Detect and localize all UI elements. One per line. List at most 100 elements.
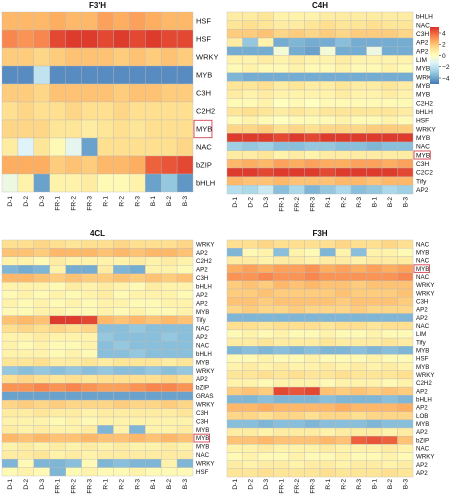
heatmap-cell — [49, 315, 66, 325]
heatmap-cell — [113, 11, 130, 31]
heatmap-cell — [350, 167, 367, 177]
heatmap-cell — [257, 46, 274, 56]
heatmap-cell — [176, 65, 194, 85]
heatmap-cell — [304, 329, 321, 339]
heatmap-cell — [319, 297, 336, 306]
heatmap-cell — [160, 324, 178, 333]
heatmap-cell — [145, 119, 162, 139]
heatmap-cell — [17, 442, 35, 451]
heatmap-cell — [304, 395, 321, 404]
heatmap-cell — [1, 11, 19, 31]
column-label: D-3 — [263, 197, 270, 208]
heatmap-cell — [33, 425, 50, 435]
column-label: FR-3 — [87, 196, 94, 211]
heatmap-cell — [113, 374, 130, 384]
heatmap-cell — [397, 239, 414, 249]
heatmap-cell — [81, 383, 98, 392]
heatmap-cell — [288, 247, 305, 257]
color-scale-bar — [430, 27, 439, 84]
heatmap-cell — [381, 411, 398, 420]
heatmap-cell — [366, 329, 383, 339]
heatmap-cell — [257, 141, 274, 151]
heatmap-cell — [319, 305, 336, 314]
heatmap-cell — [145, 332, 162, 342]
heatmap-cell — [49, 248, 66, 258]
heatmap-cell — [145, 256, 162, 266]
heatmap-cell — [160, 47, 178, 67]
heatmap-cell — [81, 374, 98, 384]
heatmap-cell — [288, 37, 305, 47]
heatmap-cell — [273, 280, 290, 290]
heatmap-cell — [113, 173, 130, 193]
heatmap-cell — [176, 366, 194, 376]
heatmap-cell — [350, 37, 367, 47]
heatmap-cell — [381, 444, 398, 453]
heatmap-cell — [129, 119, 146, 139]
heatmap-cell — [226, 386, 243, 396]
heatmap-cell — [288, 72, 305, 82]
heatmap-cell — [288, 107, 305, 117]
heatmap-cell — [226, 176, 243, 186]
heatmap-cell — [319, 411, 336, 420]
heatmap-cell — [397, 185, 414, 195]
heatmap-cell — [1, 119, 19, 139]
heatmap-cell — [226, 435, 243, 445]
heatmap-cell — [145, 408, 162, 418]
heatmap-cell — [381, 81, 398, 91]
heatmap-cell — [288, 280, 305, 290]
heatmap-cell — [381, 55, 398, 65]
heatmap-cell — [81, 248, 98, 258]
heatmap-cell — [97, 425, 114, 435]
heatmap-cell — [113, 101, 130, 121]
heatmap-cell — [129, 265, 146, 274]
heatmap-cell — [226, 107, 243, 117]
heatmap-cell — [397, 435, 414, 445]
heatmap-cell — [397, 321, 414, 331]
heatmap-cell — [273, 133, 290, 143]
row-label: NAC — [416, 241, 430, 248]
heatmap-cell — [273, 452, 290, 461]
heatmap-cell — [160, 273, 178, 283]
heatmap-cell — [145, 11, 162, 31]
heatmap-cell — [304, 280, 321, 290]
heatmap-cell — [257, 159, 274, 169]
heatmap-cell — [49, 47, 66, 67]
heatmap-cell — [257, 20, 274, 30]
heatmap-cell — [33, 433, 50, 443]
heatmap-cell — [113, 357, 130, 367]
heatmap-cell — [304, 435, 321, 445]
heatmap-cell — [304, 20, 321, 30]
heatmap-cell — [176, 442, 194, 451]
heatmap-cell — [319, 427, 336, 437]
heatmap-cell — [397, 107, 414, 117]
heatmap-cell — [226, 239, 243, 249]
heatmap-cell — [273, 386, 290, 396]
heatmap-cell — [160, 83, 178, 103]
heatmap-cell — [397, 452, 414, 461]
heatmap-cell — [366, 427, 383, 437]
heatmap-cell — [129, 408, 146, 418]
heatmap-cell — [97, 416, 114, 426]
heatmap-cell — [1, 298, 19, 308]
heatmap-cell — [335, 337, 352, 347]
heatmap-cell — [17, 467, 35, 477]
heatmap-cell — [113, 239, 130, 249]
heatmap-cell — [319, 386, 336, 396]
heatmap-cell — [113, 315, 130, 325]
heatmap-cell — [397, 176, 414, 186]
row-label: MYB — [196, 427, 209, 434]
heatmap-cell — [65, 416, 82, 426]
heatmap-cell — [335, 141, 352, 151]
heatmap-cell — [113, 65, 130, 85]
heatmap-cell — [226, 72, 243, 82]
heatmap-cell — [226, 370, 243, 380]
heatmap-cell — [97, 11, 114, 31]
heatmap-cell — [397, 55, 414, 65]
heatmap-cell — [381, 63, 398, 73]
row-label: bHLH — [416, 109, 433, 116]
heatmap-cell — [288, 313, 305, 322]
heatmap-cell — [17, 383, 35, 392]
heatmap-cell — [288, 444, 305, 453]
heatmap-cell — [381, 20, 398, 30]
heatmap-cell — [65, 467, 82, 477]
